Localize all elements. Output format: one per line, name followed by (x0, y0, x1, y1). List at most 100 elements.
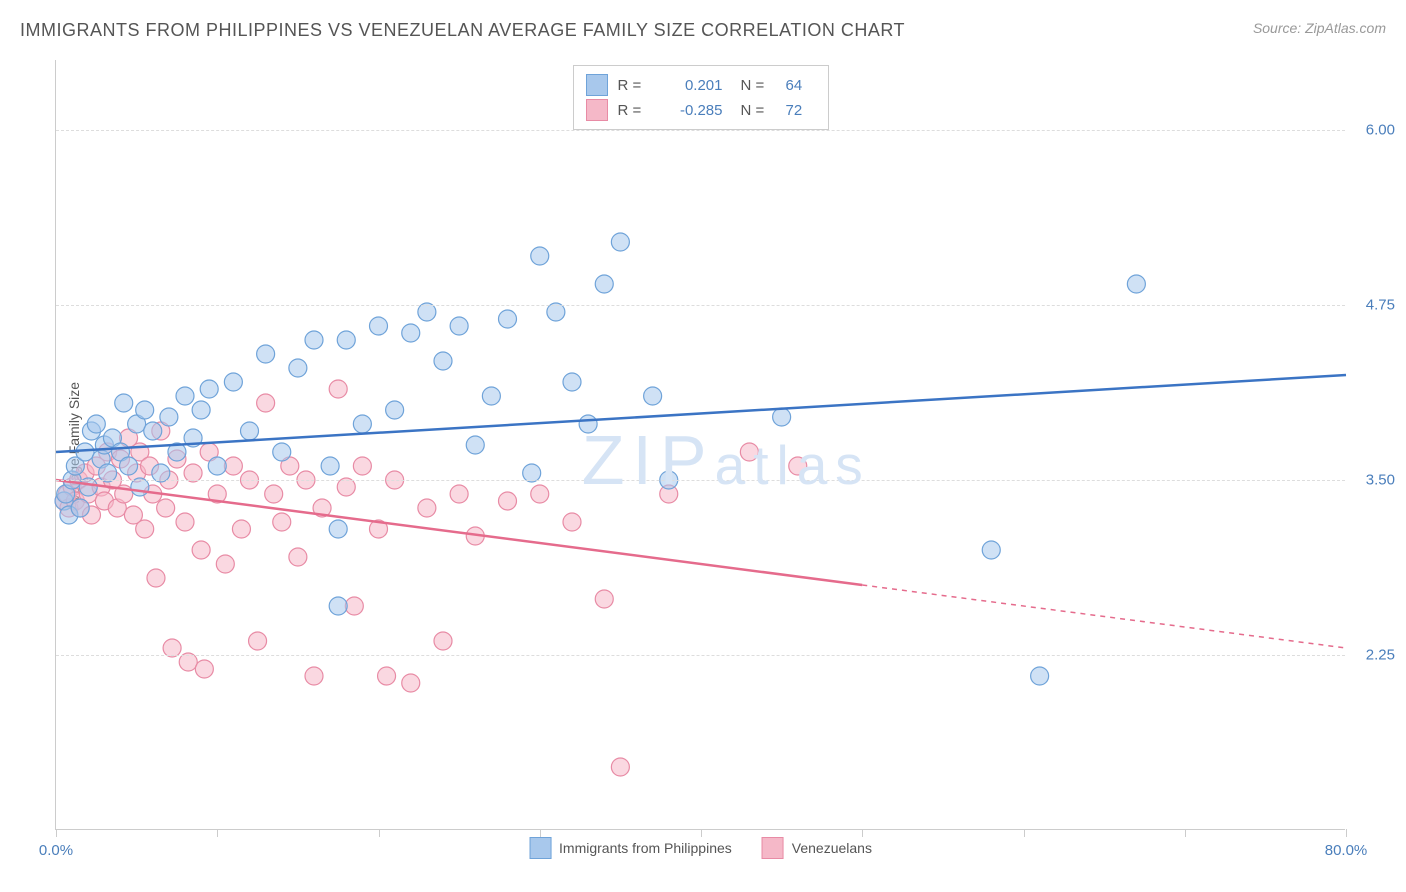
source-attribution: Source: ZipAtlas.com (1253, 20, 1386, 36)
philippines-point (87, 415, 105, 433)
philippines-point (353, 415, 371, 433)
philippines-point (120, 457, 138, 475)
venezuelans-point (305, 667, 323, 685)
n-label: N = (741, 77, 776, 94)
gridline (56, 130, 1345, 131)
gridline (56, 305, 1345, 306)
philippines-point (76, 443, 94, 461)
philippines-point (499, 310, 517, 328)
x-tick-label: 80.0% (1325, 842, 1368, 859)
venezuelans-point (611, 758, 629, 776)
philippines-point (176, 387, 194, 405)
philippines-point (136, 401, 154, 419)
philippines-point (370, 317, 388, 335)
legend-row-philippines: R = 0.201 N = 64 (586, 74, 816, 96)
philippines-point (1127, 275, 1145, 293)
venezuelans-point (232, 520, 250, 538)
philippines-point (402, 324, 420, 342)
philippines-point (531, 247, 549, 265)
legend-label-philippines: Immigrants from Philippines (559, 840, 732, 856)
x-tick (540, 829, 541, 837)
venezuelans-point (499, 492, 517, 510)
x-tick (56, 829, 57, 837)
venezuelans-point (595, 590, 613, 608)
philippines-point (241, 422, 259, 440)
r-label: R = (618, 77, 653, 94)
philippines-point (289, 359, 307, 377)
philippines-point (611, 233, 629, 251)
philippines-point (595, 275, 613, 293)
venezuelans-point (434, 632, 452, 650)
y-tick-label: 4.75 (1366, 297, 1395, 314)
philippines-point (563, 373, 581, 391)
r-label: R = (618, 102, 653, 119)
venezuelans-point (249, 632, 267, 650)
venezuelans-point (563, 513, 581, 531)
swatch-venezuelans-icon (586, 99, 608, 121)
philippines-point (337, 331, 355, 349)
venezuelans-point (136, 520, 154, 538)
venezuelans-point (176, 513, 194, 531)
venezuelans-point (273, 513, 291, 531)
philippines-point (982, 541, 1000, 559)
philippines-point (273, 443, 291, 461)
philippines-point (257, 345, 275, 363)
gridline (56, 480, 1345, 481)
philippines-regression-line (56, 375, 1346, 452)
philippines-point (144, 422, 162, 440)
philippines-point (71, 499, 89, 517)
chart-container: IMMIGRANTS FROM PHILIPPINES VS VENEZUELA… (0, 0, 1406, 892)
x-tick (862, 829, 863, 837)
venezuelans-point (378, 667, 396, 685)
n-label: N = (741, 102, 776, 119)
philippines-point (321, 457, 339, 475)
philippines-point (644, 387, 662, 405)
philippines-point (160, 408, 178, 426)
philippines-point (200, 380, 218, 398)
venezuelans-point (195, 660, 213, 678)
n-value-venezuelans: 72 (786, 102, 816, 119)
venezuelans-point (289, 548, 307, 566)
r-value-philippines: 0.201 (663, 77, 723, 94)
x-tick (701, 829, 702, 837)
philippines-point (434, 352, 452, 370)
venezuelans-point (789, 457, 807, 475)
venezuelans-regression-line-dashed (862, 585, 1346, 648)
venezuelans-point (402, 674, 420, 692)
philippines-point (482, 387, 500, 405)
philippines-point (466, 436, 484, 454)
swatch-venezuelans-icon (762, 837, 784, 859)
x-tick (1346, 829, 1347, 837)
venezuelans-point (257, 394, 275, 412)
x-tick (379, 829, 380, 837)
philippines-point (208, 457, 226, 475)
y-tick-label: 3.50 (1366, 472, 1395, 489)
philippines-point (224, 373, 242, 391)
x-tick (217, 829, 218, 837)
philippines-point (773, 408, 791, 426)
philippines-point (329, 520, 347, 538)
venezuelans-point (216, 555, 234, 573)
series-legend: Immigrants from Philippines Venezuelans (529, 837, 872, 859)
philippines-point (192, 401, 210, 419)
philippines-point (386, 401, 404, 419)
venezuelans-point (157, 499, 175, 517)
y-tick-label: 6.00 (1366, 122, 1395, 139)
y-tick-label: 2.25 (1366, 647, 1395, 664)
swatch-philippines-icon (586, 74, 608, 96)
r-value-venezuelans: -0.285 (663, 102, 723, 119)
swatch-philippines-icon (529, 837, 551, 859)
n-value-philippines: 64 (786, 77, 816, 94)
philippines-point (329, 597, 347, 615)
chart-title: IMMIGRANTS FROM PHILIPPINES VS VENEZUELA… (20, 20, 905, 41)
legend-row-venezuelans: R = -0.285 N = 72 (586, 99, 816, 121)
venezuelans-point (353, 457, 371, 475)
venezuelans-point (418, 499, 436, 517)
venezuelans-point (740, 443, 758, 461)
venezuelans-point (147, 569, 165, 587)
philippines-point (579, 415, 597, 433)
venezuelans-point (224, 457, 242, 475)
x-tick-label: 0.0% (39, 842, 73, 859)
philippines-point (305, 331, 323, 349)
legend-item-philippines: Immigrants from Philippines (529, 837, 732, 859)
